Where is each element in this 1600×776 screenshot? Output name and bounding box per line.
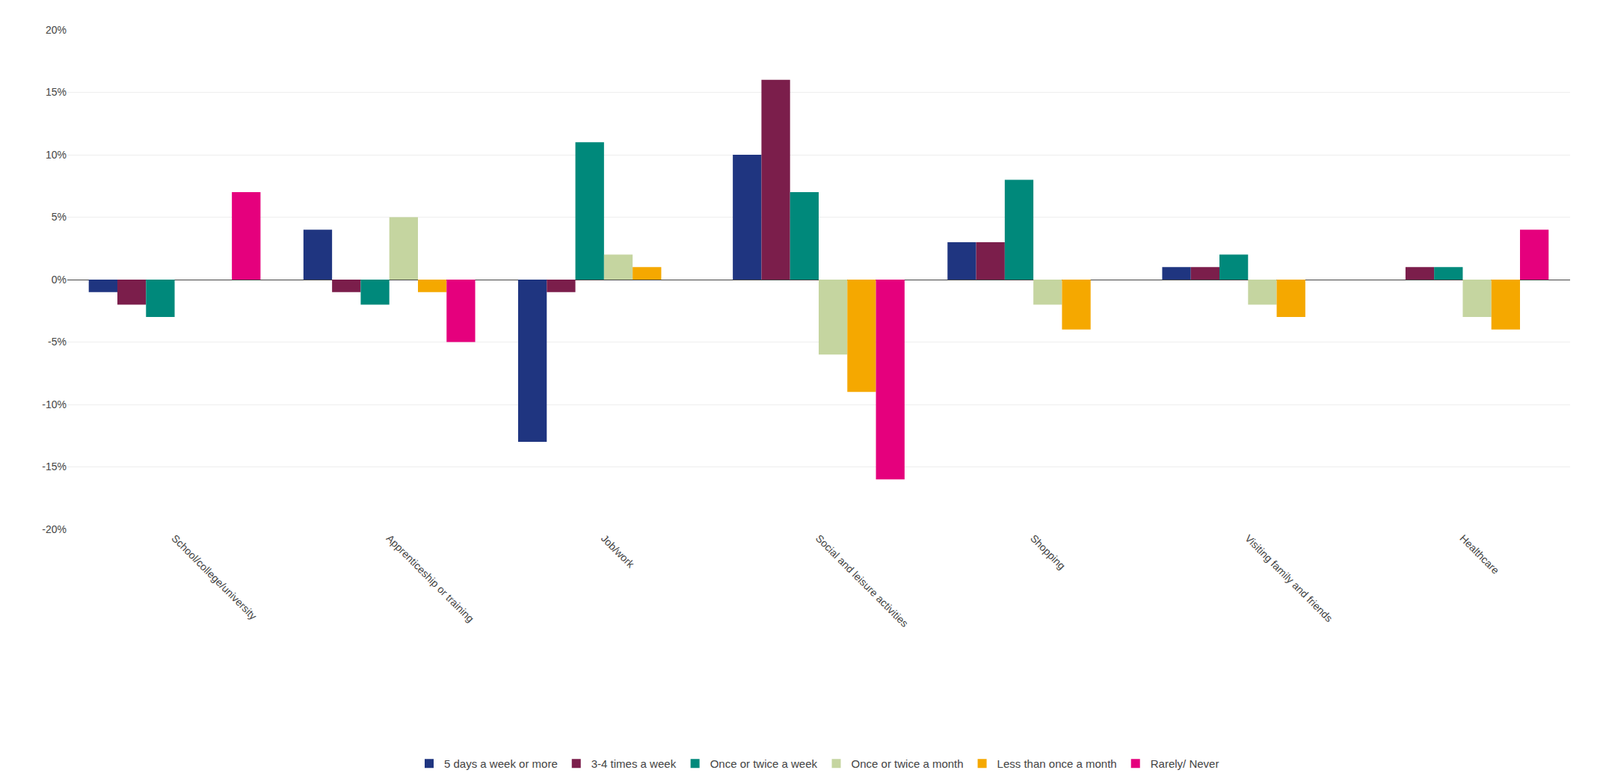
svg-text:Visiting family and friends: Visiting family and friends [1242,532,1335,625]
svg-text:Apprenticeship or training: Apprenticeship or training [384,532,478,626]
svg-text:Once or twice a week: Once or twice a week [710,757,818,771]
svg-text:Rarely/ Never: Rarely/ Never [1150,757,1220,771]
svg-text:15%: 15% [45,85,67,98]
svg-text:-5%: -5% [47,335,67,348]
svg-text:3-4 times a week: 3-4 times a week [591,757,677,771]
svg-text:20%: 20% [45,23,67,36]
svg-text:Once or twice a month: Once or twice a month [851,757,964,771]
svg-text:10%: 10% [45,148,67,161]
svg-text:Healthcare: Healthcare [1457,532,1502,577]
svg-text:-10%: -10% [41,398,67,411]
svg-text:0%: 0% [51,273,67,286]
svg-text:Shopping: Shopping [1028,532,1068,572]
svg-text:School/college/university: School/college/university [168,532,259,623]
svg-text:5%: 5% [51,210,67,223]
svg-text:-15%: -15% [41,460,67,473]
svg-text:-20%: -20% [41,523,67,536]
svg-text:Job/work: Job/work [598,532,638,572]
svg-text:Social and leisure activities: Social and leisure activities [813,532,911,630]
svg-text:5 days a week or more: 5 days a week or more [444,757,558,771]
svg-text:Less than once a month: Less than once a month [997,757,1118,771]
